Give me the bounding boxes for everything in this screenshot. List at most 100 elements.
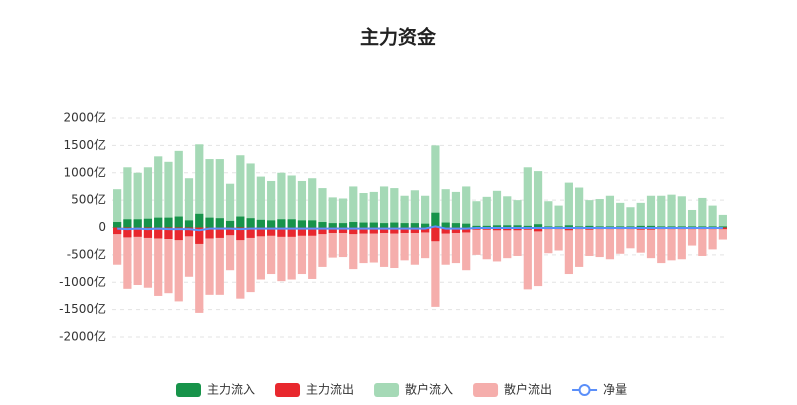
bar <box>441 189 450 228</box>
bar <box>451 191 461 228</box>
bar <box>184 227 194 237</box>
bar <box>349 227 358 235</box>
bar <box>492 225 502 228</box>
bar <box>564 227 573 275</box>
bar <box>718 226 727 228</box>
bar <box>164 227 173 294</box>
bar <box>318 222 327 228</box>
bar <box>349 222 358 228</box>
bar <box>318 227 327 267</box>
bar <box>708 205 717 228</box>
legend-swatch <box>578 384 591 396</box>
bar <box>174 227 183 241</box>
bar <box>338 198 348 228</box>
y-tick-label: -1000亿 <box>59 274 106 289</box>
bar <box>246 227 255 293</box>
bar <box>390 227 399 234</box>
bar <box>154 217 163 228</box>
bar <box>318 227 327 235</box>
bar <box>297 220 307 228</box>
bar <box>318 188 327 228</box>
bar <box>359 193 368 228</box>
bar <box>698 226 707 228</box>
bar <box>123 167 132 228</box>
bar <box>554 227 563 251</box>
bar <box>390 222 399 228</box>
bar <box>400 227 409 261</box>
bar <box>616 202 625 228</box>
bar <box>174 150 183 228</box>
bar <box>164 161 173 228</box>
bar <box>431 227 440 307</box>
bar <box>236 227 245 241</box>
bar <box>482 227 491 260</box>
bar <box>184 227 194 277</box>
bar <box>287 227 296 280</box>
bar <box>328 223 337 228</box>
bar <box>359 227 368 264</box>
bar <box>246 218 255 228</box>
bar <box>523 225 532 228</box>
bar <box>133 227 142 237</box>
bar <box>564 225 573 228</box>
bar <box>205 217 214 228</box>
bar <box>616 227 625 254</box>
bar <box>626 207 635 228</box>
bar <box>421 227 430 259</box>
bar <box>133 219 142 228</box>
bar <box>308 220 317 228</box>
bar <box>174 227 183 302</box>
y-tick-label: -1500亿 <box>59 301 106 316</box>
bar <box>256 176 265 228</box>
bar <box>605 195 615 228</box>
bar <box>256 227 265 237</box>
bar <box>421 227 430 233</box>
y-tick-label: 2000亿 <box>63 110 106 125</box>
bar <box>431 227 440 242</box>
net-line <box>117 225 723 232</box>
bar <box>636 202 645 228</box>
bar <box>410 227 419 265</box>
bar <box>513 225 522 228</box>
bar <box>195 144 204 228</box>
bar <box>462 186 471 228</box>
bar <box>123 227 132 289</box>
bar <box>687 209 697 228</box>
bar <box>215 227 224 238</box>
bar <box>595 227 604 258</box>
bar <box>379 223 389 228</box>
bar <box>544 201 553 228</box>
legend-swatch <box>374 383 400 397</box>
bar <box>174 216 183 228</box>
legend-label: 主力流入 <box>207 383 255 397</box>
bar <box>277 227 286 282</box>
bar <box>338 223 348 228</box>
bar <box>503 227 512 259</box>
bar <box>369 191 378 228</box>
bar <box>667 194 676 228</box>
bar <box>472 225 481 228</box>
bar <box>195 227 204 313</box>
bar <box>595 226 604 228</box>
bar <box>123 219 132 228</box>
bar <box>554 205 563 228</box>
bar <box>431 145 440 228</box>
bar <box>523 227 532 290</box>
bar <box>205 227 214 239</box>
bar <box>636 225 645 228</box>
chart-title: 主力资金 <box>360 26 437 49</box>
bar <box>441 227 450 265</box>
bar <box>246 163 255 228</box>
bar <box>308 227 317 279</box>
bar <box>410 223 419 228</box>
bar <box>236 155 245 228</box>
bar <box>462 227 471 233</box>
bar <box>133 227 142 285</box>
bar <box>431 212 440 228</box>
bar <box>646 195 656 228</box>
bar <box>236 227 245 299</box>
bar <box>575 227 584 267</box>
bar <box>154 156 163 228</box>
bar <box>308 178 317 228</box>
